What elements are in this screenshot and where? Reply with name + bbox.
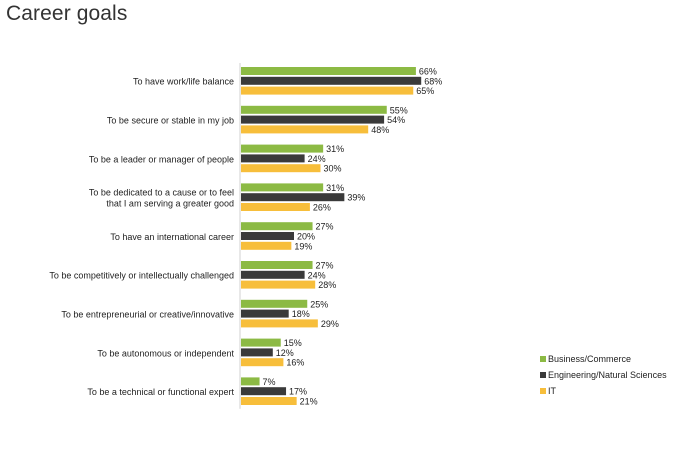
bar [241,319,318,328]
data-label: 12% [276,348,294,358]
legend-label: Business/Commerce [548,354,631,364]
bar [241,144,324,153]
data-label: 26% [313,203,331,213]
category-labels: To have work/life balance To be secure or… [49,77,234,397]
data-label: 25% [310,299,328,309]
data-label: 28% [318,280,336,290]
category-label: To have an international career [110,232,234,242]
data-label: 54% [387,115,405,125]
bar [241,397,297,405]
bar [241,299,308,308]
data-label: 31% [326,144,344,154]
value-labels: 66%68%65%55%54%48%31%24%30%31%39%26%27%2… [263,67,443,407]
category-label: To be secure or stable in my job [107,116,234,126]
data-label: 7% [263,377,276,387]
category-label: To be dedicated to a cause or to feel [89,188,234,198]
page-title: Career goals [6,2,128,25]
bar [241,76,422,85]
bar [241,348,273,357]
category-label: To be autonomous or independent [97,348,234,358]
category-label: To be competitively or intellectually ch… [49,271,234,281]
bar [241,241,292,250]
bar [241,270,305,279]
data-label: 66% [419,67,437,77]
data-label: 55% [390,105,408,115]
legend-label: IT [548,386,557,396]
legend-label: Engineering/Natural Sciences [548,370,667,380]
data-label: 65% [416,86,434,96]
data-label: 48% [371,125,389,135]
legend-swatch [540,356,546,362]
data-label: 31% [326,183,344,193]
data-label: 24% [308,270,326,280]
category-label: To be a leader or manager of people [89,154,234,164]
category-label: To be a technical or functional expert [87,387,234,397]
bar [241,358,284,367]
bar [241,203,310,211]
bar [241,105,387,114]
legend: Business/Commerce Engineering/Natural Sci… [540,354,667,396]
category-label: To be entrepreneurial or creative/innova… [61,310,234,320]
bar [241,67,416,75]
bar [241,125,369,134]
data-label: 17% [289,387,307,397]
bar [241,338,281,347]
data-label: 18% [292,309,310,319]
data-label: 24% [308,154,326,164]
bar [241,86,414,95]
legend-swatch [540,388,546,394]
bar [241,115,385,124]
data-label: 27% [316,222,334,232]
bar [241,164,321,173]
data-label: 39% [347,193,365,203]
data-label: 15% [284,338,302,348]
bar [241,232,294,240]
data-label: 29% [321,319,339,329]
category-label: that I am serving a greater good [106,199,234,209]
data-label: 30% [324,164,342,174]
bar [241,222,313,231]
category-label: To have work/life balance [133,77,234,87]
data-label: 68% [424,76,442,86]
bar [241,309,289,318]
bar [241,183,324,192]
bar [241,193,345,202]
data-label: 27% [316,261,334,271]
bar [241,261,313,269]
data-label: 19% [294,241,312,251]
bar [241,387,287,396]
bar [241,154,305,163]
legend-swatch [540,372,546,378]
data-label: 21% [300,397,318,407]
bar [241,280,316,289]
data-label: 16% [286,358,304,368]
data-label: 20% [297,232,315,242]
bars [241,67,422,405]
bar [241,377,260,386]
